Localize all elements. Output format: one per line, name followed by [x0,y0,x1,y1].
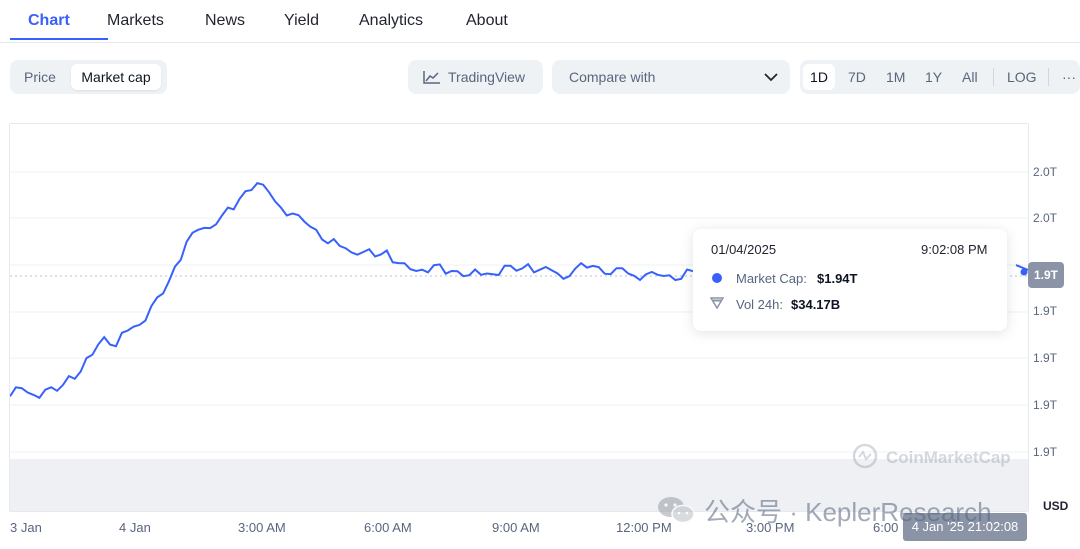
x-tick-label: 12:00 PM [616,520,672,535]
tooltip-market-cap-label: Market Cap: [736,271,807,286]
chart-tooltip: 01/04/2025 9:02:08 PM Market Cap: $1.94T… [693,229,1007,331]
wechat-watermark: 公众号 · KeplerResearch [656,491,1046,527]
price-toggle-button[interactable]: Price [24,69,56,85]
wechat-watermark-text: 公众号 · KeplerResearch [704,497,992,527]
metric-toggle: Price Market cap [10,60,167,94]
tab-analytics[interactable]: Analytics [359,12,424,29]
y-tick-label: 1.9T [1033,398,1058,412]
tooltip-market-cap-value: $1.94T [817,271,858,286]
x-tick-label: 3:00 PM [746,520,795,535]
tab-yield[interactable]: Yield [284,12,319,29]
x-tick-label: 3 Jan [10,520,42,535]
range-1y-button[interactable]: 1Y [925,69,943,85]
tradingview-label: TradingView [448,69,526,85]
tooltip-volume-label: Vol 24h: [736,297,783,312]
range-7d-button[interactable]: 7D [848,69,866,85]
range-1m-button[interactable]: 1M [886,69,906,85]
time-range-selector: 1D 7D 1M 1Y All LOG ··· [800,60,1080,94]
volume-icon [710,297,724,309]
range-1d-button[interactable]: 1D [803,64,835,90]
more-options-icon[interactable]: ··· [1062,69,1076,85]
market-cap-dot-icon [712,273,722,283]
wechat-logo-icon [658,497,695,524]
y-unit-label: USD [1043,499,1069,513]
y-tick-label: 1.9T [1033,445,1058,459]
chart-grid [10,171,1028,453]
tooltip-date: 01/04/2025 [711,242,777,257]
y-tick-label: 1.9T [1033,351,1058,365]
compare-with-select[interactable]: Compare with [552,60,790,94]
volume-area [10,459,1028,511]
x-tick-label: 3:00 AM [238,520,286,535]
current-value-tag: 1.9T [1028,262,1064,288]
crosshair-time-tag: 4 Jan '25 21:02:08 [903,513,1027,541]
active-tab-indicator [10,38,108,40]
tooltip-time: 9:02:08 PM [921,242,988,257]
tooltip-volume-value: $34.17B [791,297,841,312]
y-tick-label: 2.0T [1033,165,1058,179]
tab-chart[interactable]: Chart [28,12,70,29]
hover-point [1020,268,1028,276]
series-market-cap-line [9,181,694,400]
chart-tabs: Chart Markets News Yield Analytics About [0,0,1080,43]
market-cap-toggle-button[interactable]: Market cap [71,64,161,90]
y-tick-label: 2.0T [1033,211,1058,225]
x-tick-label: 4 Jan [119,520,151,535]
tradingview-button[interactable]: TradingView [408,60,543,94]
chart-svg: CoinMarketCap [9,171,1029,511]
log-scale-button[interactable]: LOG [1007,69,1037,85]
line-chart-icon [423,71,440,84]
coinmarketcap-watermark-text: CoinMarketCap [886,448,1011,467]
range-divider-2 [1048,68,1049,86]
range-divider [993,68,994,86]
tab-about[interactable]: About [466,12,508,29]
range-all-button[interactable]: All [962,69,978,85]
x-tick-label: 6:00 AM [364,520,412,535]
chevron-down-icon [764,73,778,82]
tab-news[interactable]: News [205,12,246,29]
compare-with-label: Compare with [569,69,656,85]
coinmarketcap-logo-icon [852,443,878,469]
y-tick-label: 1.9T [1033,304,1058,318]
coinmarketcap-watermark: CoinMarketCap [852,443,1011,469]
tab-markets[interactable]: Markets [107,12,164,29]
x-tick-label: 9:00 AM [492,520,540,535]
